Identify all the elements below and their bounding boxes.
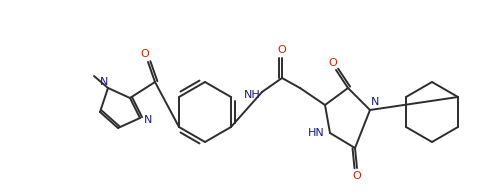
Text: N: N [100,77,108,87]
Text: N: N [371,97,379,107]
Text: HN: HN [308,128,325,138]
Text: NH: NH [244,90,260,100]
Text: O: O [328,58,337,68]
Text: O: O [277,45,286,55]
Text: N: N [144,115,152,125]
Text: O: O [140,49,149,59]
Text: O: O [353,171,361,181]
